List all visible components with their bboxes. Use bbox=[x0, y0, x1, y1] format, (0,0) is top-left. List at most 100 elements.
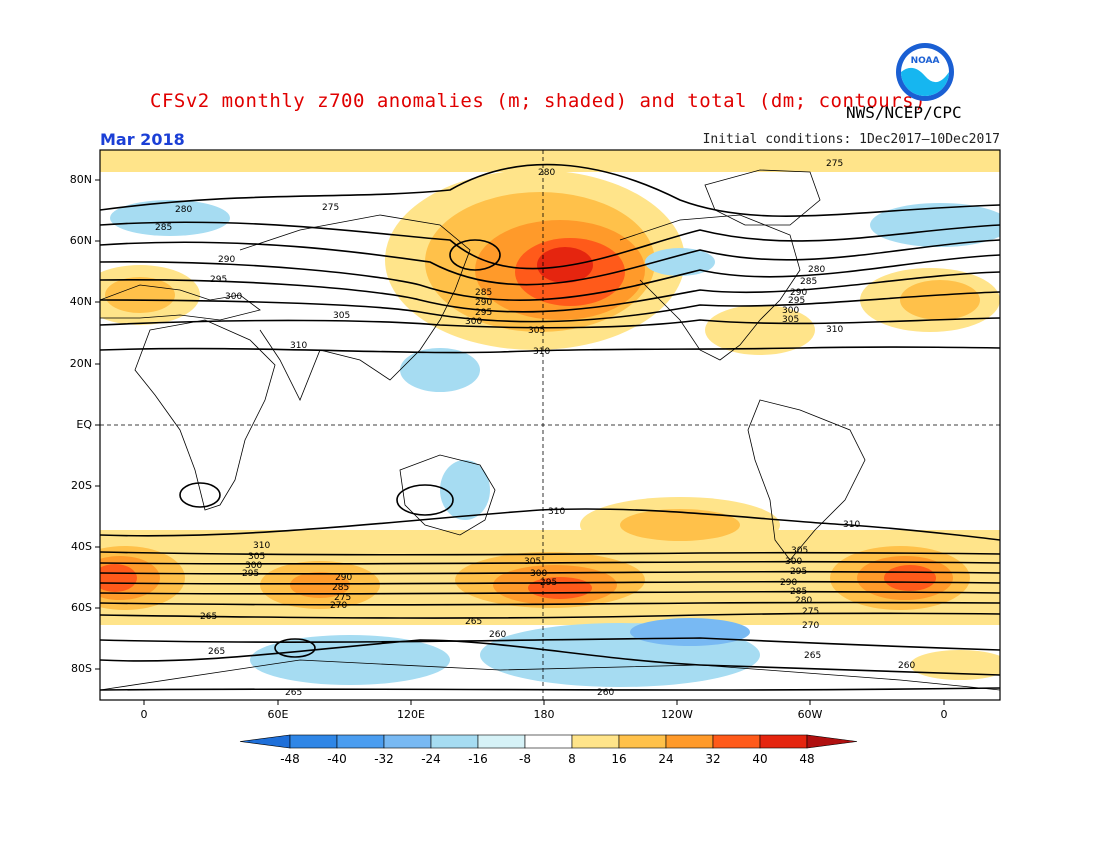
contour-label: 285 bbox=[800, 277, 817, 287]
contour-label: 290 bbox=[780, 578, 797, 588]
forecast-month: Mar 2018 bbox=[100, 130, 185, 149]
contour-label: 295 bbox=[788, 296, 805, 306]
contour-label: 280 bbox=[808, 265, 825, 275]
colorbar-label: -32 bbox=[374, 752, 394, 766]
axis-ticks bbox=[95, 179, 945, 705]
contour-label: 310 bbox=[253, 541, 270, 551]
contour-label: 295 bbox=[210, 275, 227, 285]
contour-label: 280 bbox=[795, 596, 812, 606]
contour-label: 295 bbox=[475, 308, 492, 318]
colorbar-label: -48 bbox=[280, 752, 300, 766]
colorbar-label: 48 bbox=[799, 752, 815, 766]
agency-label: NWS/NCEP/CPC bbox=[846, 103, 962, 122]
contour-label: 300 bbox=[225, 292, 242, 302]
colorbar bbox=[239, 734, 858, 749]
lat-label: 80S bbox=[71, 662, 92, 675]
contour-label: 305 bbox=[528, 326, 545, 336]
contour-label: 270 bbox=[330, 601, 347, 611]
contour-label: 290 bbox=[218, 255, 235, 265]
colorbar-swatch bbox=[571, 734, 620, 749]
contour-label: 290 bbox=[475, 298, 492, 308]
lon-label: 120W bbox=[661, 708, 693, 721]
lat-label: 60S bbox=[71, 601, 92, 614]
contour-label: 295 bbox=[242, 569, 259, 579]
chart-title: CFSv2 monthly z700 anomalies (m; shaded)… bbox=[150, 90, 927, 112]
colorbar-swatch bbox=[383, 734, 432, 749]
lon-label: 0 bbox=[940, 708, 948, 721]
contour-label: 265 bbox=[200, 612, 217, 622]
contour-label: 295 bbox=[790, 567, 807, 577]
contour-label: 265 bbox=[465, 617, 482, 627]
coastlines bbox=[100, 169, 1000, 691]
contour-label: 310 bbox=[290, 341, 307, 351]
lat-label: 20S bbox=[71, 479, 92, 492]
contour-label-group: 275 280 275 280 285 290 295 300 305 310 … bbox=[155, 159, 915, 698]
contour-label: 275 bbox=[826, 159, 843, 169]
contour-label: 260 bbox=[898, 661, 915, 671]
contour-label: 280 bbox=[538, 168, 555, 178]
lat-label: 80N bbox=[69, 173, 92, 186]
colorbar-label: 8 bbox=[568, 752, 576, 766]
contour-label: 300 bbox=[782, 306, 799, 316]
colorbar-label: -8 bbox=[519, 752, 531, 766]
contour-label: 275 bbox=[322, 203, 339, 213]
contour-label: 305 bbox=[248, 552, 265, 562]
contour-label: 265 bbox=[804, 651, 821, 661]
colorbar-label: 32 bbox=[705, 752, 721, 766]
contour-label: 310 bbox=[843, 520, 860, 530]
colorbar-label: 40 bbox=[752, 752, 768, 766]
contour-label: 305 bbox=[782, 315, 799, 325]
contour-label: 285 bbox=[475, 288, 492, 298]
lon-label: 180 bbox=[533, 708, 555, 721]
colorbar-label: -16 bbox=[468, 752, 488, 766]
initial-conditions: Initial conditions: 1Dec2017–10Dec2017 bbox=[702, 132, 1000, 147]
colorbar-label: 16 bbox=[611, 752, 627, 766]
contour-label: 305 bbox=[524, 557, 541, 567]
contour-label: 300 bbox=[530, 569, 547, 579]
colorbar-label: -24 bbox=[421, 752, 441, 766]
contour-label: 300 bbox=[245, 561, 262, 571]
colorbar-arrow-right bbox=[806, 734, 858, 749]
lat-label: 60N bbox=[69, 234, 92, 247]
contour-label: 275 bbox=[334, 593, 351, 603]
contour-label: 285 bbox=[790, 587, 807, 597]
lat-label: EQ bbox=[76, 418, 92, 431]
colorbar-swatch bbox=[336, 734, 385, 749]
colorbar-swatch bbox=[477, 734, 526, 749]
contour-label: 295 bbox=[540, 578, 557, 588]
contour-label: 310 bbox=[533, 347, 550, 357]
lon-label: 0 bbox=[140, 708, 148, 721]
contour-label: 270 bbox=[802, 621, 819, 631]
contour-label: 280 bbox=[175, 205, 192, 215]
contour-label: 285 bbox=[155, 223, 172, 233]
contour-label: 290 bbox=[790, 288, 807, 298]
colorbar-label: 24 bbox=[658, 752, 674, 766]
lon-label: 60W bbox=[797, 708, 823, 721]
lon-label: 120E bbox=[397, 708, 425, 721]
noaa-logo: NOAA bbox=[896, 43, 954, 101]
contour-label: 300 bbox=[785, 557, 802, 567]
contour-label: 310 bbox=[826, 325, 843, 335]
contour-label: 305 bbox=[333, 311, 350, 321]
svg-text:NOAA: NOAA bbox=[911, 56, 940, 66]
colorbar-label: -40 bbox=[327, 752, 347, 766]
colorbar-swatch bbox=[712, 734, 761, 749]
contour-lines bbox=[100, 163, 1000, 691]
contour-label: 265 bbox=[208, 647, 225, 657]
lat-label: 40S bbox=[71, 540, 92, 553]
grid-lines bbox=[100, 150, 1000, 700]
contour-label: 285 bbox=[332, 583, 349, 593]
contour-label: 265 bbox=[285, 688, 302, 698]
contour-label: 260 bbox=[597, 688, 614, 698]
lat-label: 20N bbox=[69, 357, 92, 370]
colorbar-swatch bbox=[618, 734, 667, 749]
contour-label: 310 bbox=[548, 507, 565, 517]
contour-label: 290 bbox=[335, 573, 352, 583]
colorbar-swatch bbox=[430, 734, 479, 749]
colorbar-arrow-left bbox=[239, 734, 291, 749]
colorbar-swatch bbox=[289, 734, 338, 749]
colorbar-swatch bbox=[759, 734, 808, 749]
contour-label: 260 bbox=[489, 630, 506, 640]
contour-label: 305 bbox=[791, 546, 808, 556]
